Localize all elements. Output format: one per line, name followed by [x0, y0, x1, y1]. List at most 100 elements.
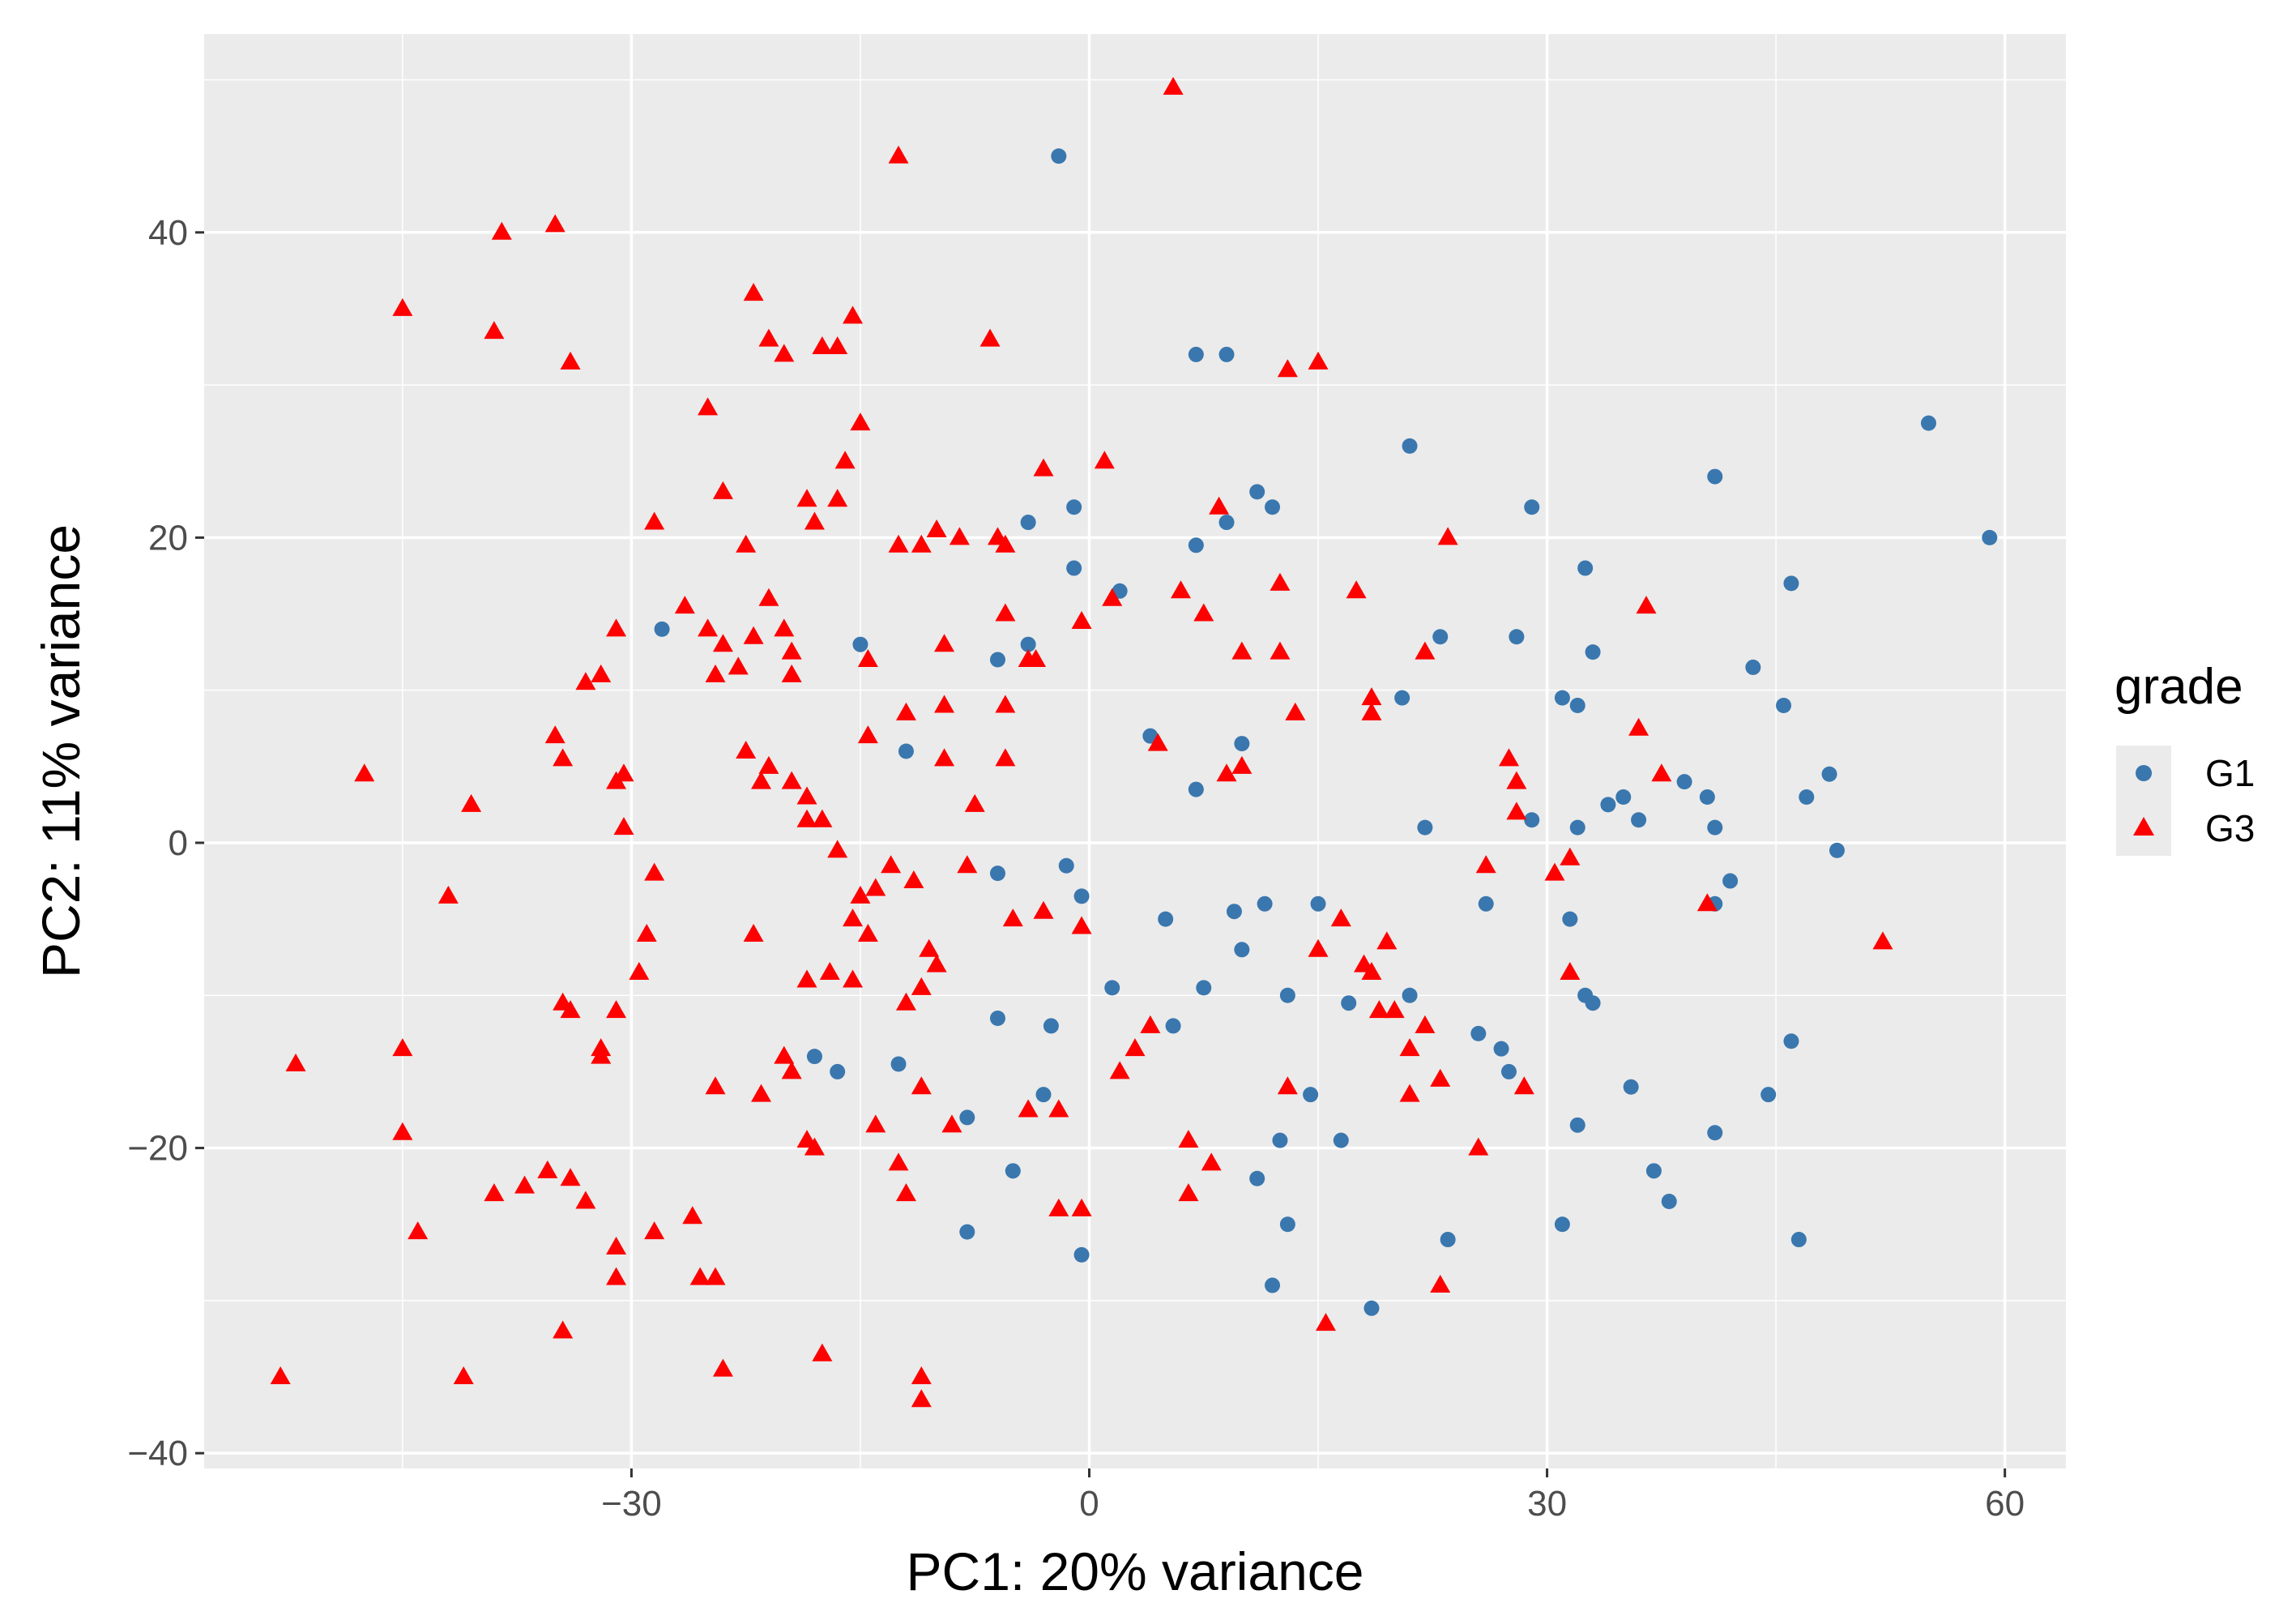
- point-g1: [1500, 1063, 1517, 1079]
- point-g1: [1165, 1018, 1181, 1034]
- point-g1: [1265, 499, 1281, 515]
- point-g3: [758, 588, 779, 606]
- point-g3: [392, 297, 413, 316]
- point-g1: [1631, 812, 1647, 828]
- point-g3: [606, 618, 627, 637]
- point-g1: [1035, 1087, 1052, 1103]
- point-g3: [796, 969, 817, 988]
- point-g3: [1216, 763, 1237, 782]
- point-g1: [989, 866, 1005, 882]
- point-g3: [934, 634, 955, 652]
- point-g3: [728, 656, 749, 675]
- point-g1: [1051, 148, 1067, 165]
- point-g1: [989, 1011, 1005, 1027]
- point-g1: [1577, 560, 1594, 576]
- grid-minor: [204, 34, 2234, 1468]
- point-g1: [1188, 537, 1204, 554]
- point-g1: [1569, 819, 1585, 836]
- point-g3: [613, 763, 634, 782]
- y-axis-ticks: −40 −20 0 20 40: [127, 213, 204, 1473]
- point-g3: [751, 771, 772, 789]
- point-g3: [1544, 862, 1565, 881]
- point-g3: [736, 741, 757, 759]
- point-g3: [544, 725, 565, 744]
- y-tick-label: −40: [127, 1434, 188, 1473]
- point-g1: [1600, 797, 1616, 813]
- point-g3: [1399, 1084, 1420, 1102]
- point-g3: [1125, 1038, 1146, 1057]
- point-g3: [895, 992, 916, 1011]
- point-g3: [461, 793, 482, 812]
- point-g3: [553, 748, 574, 767]
- point-g1: [806, 1049, 822, 1065]
- point-g3: [1468, 1137, 1489, 1156]
- point-g1: [1226, 904, 1242, 920]
- point-g3: [781, 771, 802, 789]
- point-g3: [575, 1190, 596, 1209]
- point-g3: [1209, 496, 1230, 515]
- point-g3: [888, 534, 909, 553]
- point-g1: [1790, 1232, 1807, 1248]
- point-g3: [1285, 702, 1306, 720]
- point-g1: [1104, 980, 1120, 996]
- point-g1: [959, 1224, 975, 1240]
- point-g1: [1249, 484, 1265, 500]
- point-g1: [1020, 515, 1036, 531]
- point-g1: [1554, 1216, 1570, 1233]
- point-g3: [1033, 900, 1054, 919]
- point-g1: [1440, 1232, 1456, 1248]
- point-g1: [1722, 873, 1739, 889]
- point-g3: [827, 840, 848, 858]
- point-g3: [751, 1084, 772, 1102]
- point-g3: [1201, 1152, 1222, 1171]
- point-g3: [1109, 1061, 1130, 1079]
- point-g3: [774, 1045, 795, 1064]
- point-g1: [1073, 1246, 1090, 1263]
- point-g1: [1776, 698, 1792, 714]
- point-g3: [888, 1152, 909, 1171]
- point-g1: [1234, 942, 1250, 958]
- point-g3: [857, 649, 878, 668]
- point-g1: [1470, 1025, 1487, 1041]
- point-g3: [1361, 687, 1382, 706]
- point-g1: [1783, 1033, 1799, 1049]
- point-g3: [1071, 610, 1092, 629]
- point-g3: [781, 664, 802, 682]
- point-g3: [629, 962, 650, 981]
- point-g3: [827, 489, 848, 507]
- point-g3: [819, 962, 840, 981]
- point-g3: [1308, 938, 1329, 957]
- x-tick-label: 30: [1527, 1484, 1567, 1524]
- point-g1: [1707, 819, 1723, 836]
- point-g3: [1415, 641, 1436, 660]
- legend-label-g3: G3: [2205, 807, 2255, 849]
- point-g3: [553, 1320, 574, 1339]
- point-g3: [1193, 603, 1214, 622]
- point-g1: [898, 743, 914, 759]
- point-g3: [812, 1343, 833, 1361]
- point-g1: [1341, 995, 1357, 1011]
- point-g1: [1303, 1087, 1319, 1103]
- point-g1: [1394, 690, 1410, 706]
- point-g3: [1140, 1015, 1161, 1033]
- point-g3: [1178, 1130, 1199, 1148]
- point-g3: [392, 1122, 413, 1140]
- point-g3: [812, 336, 833, 355]
- point-g3: [636, 923, 657, 942]
- point-g3: [484, 1183, 505, 1202]
- point-g3: [491, 221, 512, 240]
- point-g3: [1048, 1099, 1069, 1118]
- point-g3: [804, 1137, 825, 1156]
- point-g1: [1218, 346, 1235, 362]
- point-g3: [1277, 359, 1298, 378]
- point-g1: [1707, 1125, 1723, 1141]
- point-g1: [1310, 895, 1326, 912]
- point-g1: [1982, 529, 1998, 545]
- y-tick-label: 20: [148, 518, 188, 558]
- point-g3: [644, 511, 665, 530]
- point-g3: [1231, 755, 1253, 774]
- point-g3: [736, 534, 757, 553]
- point-g1: [1257, 895, 1273, 912]
- point-g3: [949, 527, 970, 545]
